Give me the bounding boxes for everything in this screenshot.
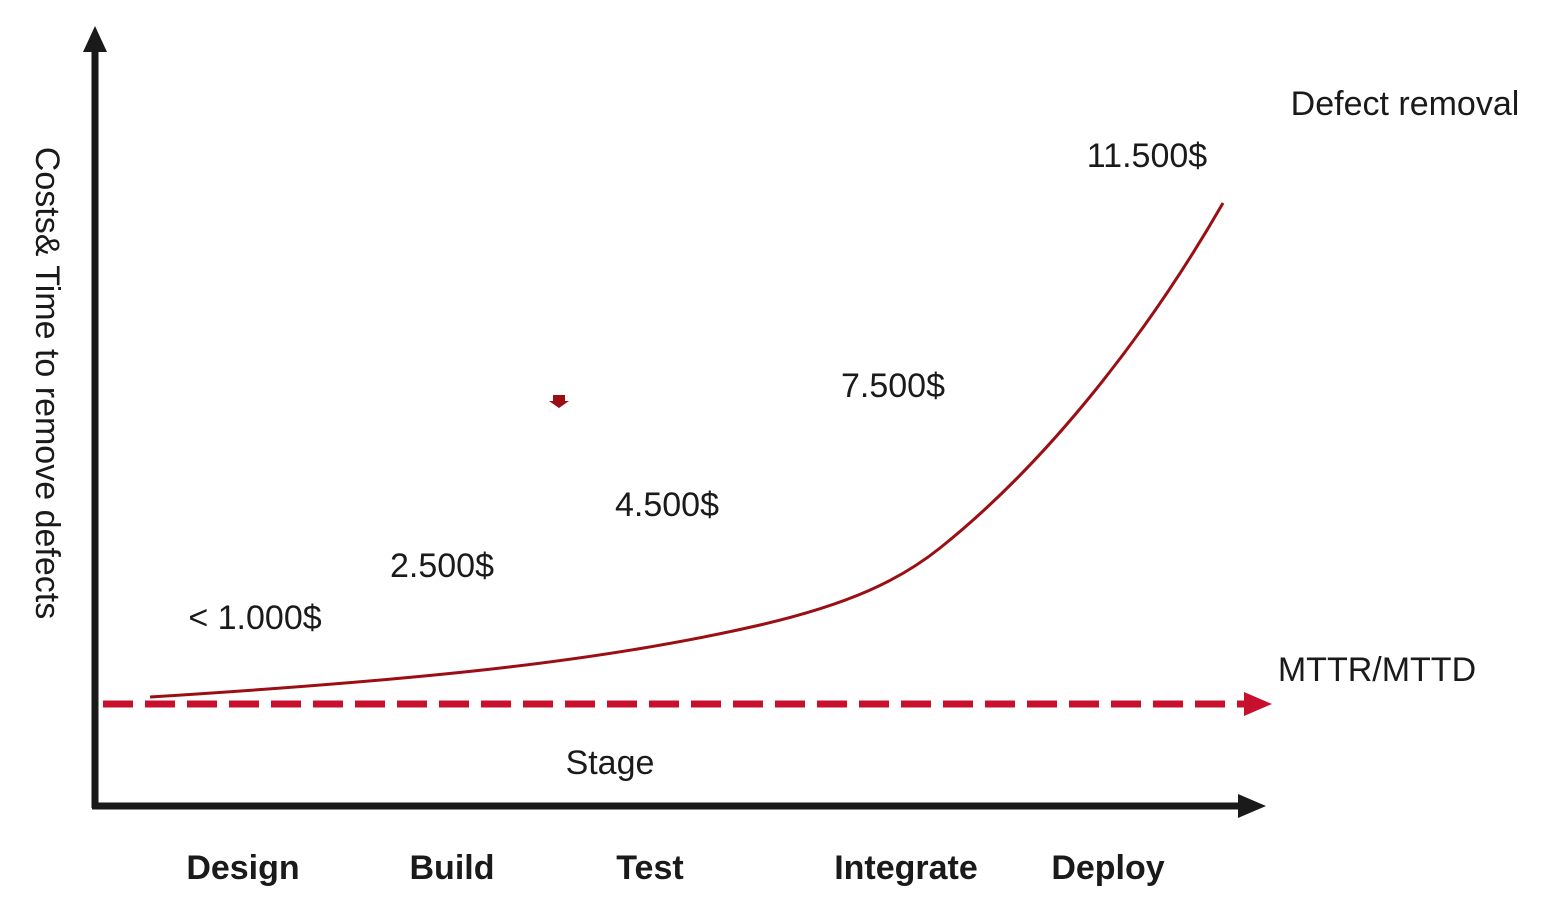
small-arrow [549, 395, 569, 408]
baseline-label: MTTR/MTTD [1278, 651, 1476, 689]
stage-label: Build [410, 849, 495, 887]
y-axis-label: Costs& Time to remove defects [28, 147, 66, 619]
defect-curve [149, 202, 1225, 699]
cost-label: 11.500$ [1087, 137, 1207, 175]
cost-label: 7.500$ [841, 367, 945, 405]
y-axis-arrow [83, 26, 107, 52]
stage-label: Deploy [1051, 849, 1164, 887]
stage-label: Design [186, 849, 299, 887]
cost-label: 4.500$ [615, 486, 719, 524]
cost-label: < 1.000$ [188, 599, 321, 637]
stage-label: Integrate [834, 849, 978, 887]
x-axis-arrow [1238, 794, 1266, 818]
curve-label: Defect removal [1291, 85, 1520, 123]
stage-label: Test [616, 849, 683, 887]
cost-label: 2.500$ [390, 547, 494, 585]
x-axis-label: Stage [566, 744, 655, 782]
baseline-arrow [1244, 692, 1272, 716]
